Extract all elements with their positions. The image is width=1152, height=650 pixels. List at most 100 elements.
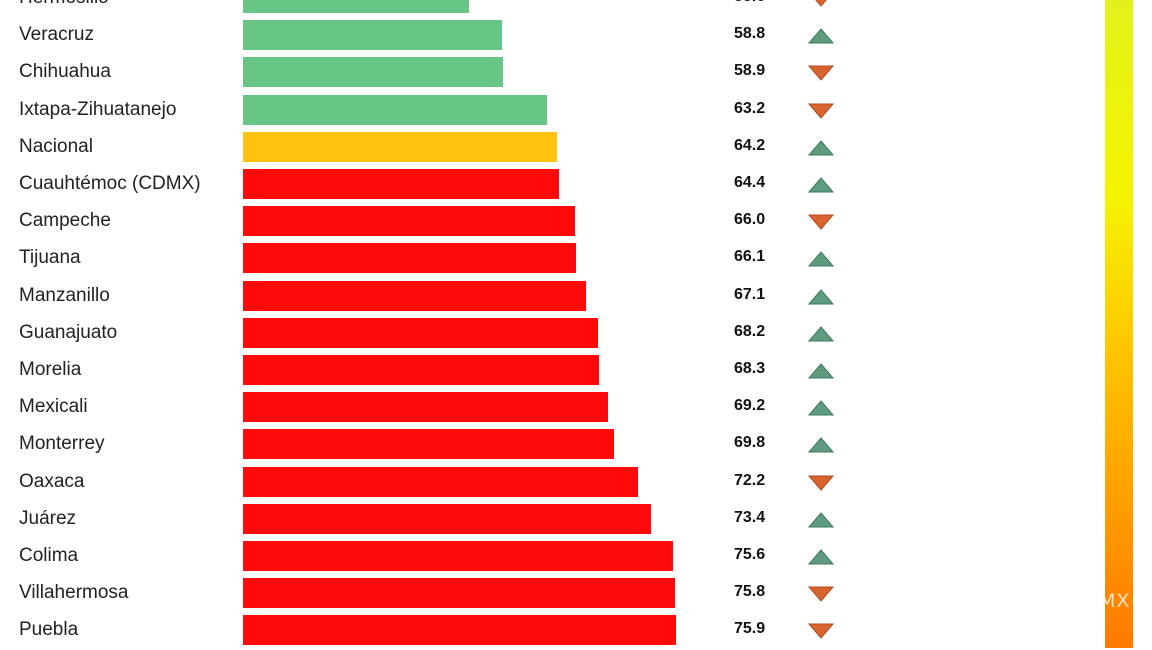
bar: [243, 20, 502, 51]
bar: [243, 578, 675, 609]
chart-row: Morelia 68.3: [0, 353, 880, 390]
trend-down-icon: [808, 623, 834, 640]
category-label: Chihuahua: [19, 61, 111, 83]
value-label: 75.9: [734, 620, 766, 638]
trend-down-icon: [808, 65, 834, 82]
trend-up-marker: [808, 437, 834, 453]
bar: [243, 615, 676, 646]
category-label: Tijuana: [19, 247, 81, 269]
value-label: 66.0: [734, 211, 766, 229]
trend-up-icon: [808, 512, 834, 528]
value-label: 72.2: [734, 471, 766, 489]
chart-row: Monterrey 69.8: [0, 427, 880, 464]
trend-up-icon: [808, 326, 834, 342]
chart-row: Manzanillo 67.1: [0, 279, 880, 316]
trend-up-icon: [808, 363, 834, 379]
category-label: Morelia: [19, 359, 82, 380]
trend-up-marker: [808, 177, 834, 193]
value-label: 66.1: [734, 248, 766, 266]
value-label: 69.8: [734, 434, 766, 452]
chart-row: Cuauhtémoc (CDMX) 64.4: [0, 167, 880, 204]
bar: [243, 57, 503, 88]
category-label: Guanajuato: [19, 321, 118, 343]
trend-up-marker: [808, 140, 834, 156]
category-label: Mexicali: [19, 396, 88, 418]
chart-row: Villahermosa 75.8: [0, 576, 880, 613]
trend-up-icon: [808, 177, 834, 193]
bar: [243, 429, 614, 460]
value-label: 68.3: [734, 360, 766, 377]
trend-down-marker: [815, 0, 827, 7]
bar: [243, 243, 577, 274]
trend-up-marker: [808, 288, 834, 305]
chart-row: Campeche 66.0: [0, 204, 880, 241]
trend-up-marker: [808, 251, 834, 267]
category-label: Hermosillo: [19, 0, 109, 9]
category-label: Colima: [19, 545, 79, 566]
value-label: 75.6: [734, 546, 766, 563]
category-label: Monterrey: [19, 433, 105, 455]
trend-down-marker: [808, 623, 834, 640]
trend-up-icon: [808, 251, 834, 267]
trend-up-icon: [808, 140, 834, 156]
category-label: Juárez: [19, 507, 77, 529]
chart-row: Veracruz 58.8: [0, 18, 880, 55]
value-label: 55.6: [734, 0, 765, 6]
value-label: 64.2: [734, 136, 766, 154]
chart-row: Chihuahua 58.9: [0, 55, 880, 92]
trend-up-icon: [808, 288, 834, 305]
category-label: Villahermosa: [19, 582, 129, 604]
chart-row: Juárez 73.4: [0, 502, 880, 539]
color-scale-bar: [1105, 0, 1133, 648]
category-label: Ixtapa-Zihuatanejo: [19, 98, 177, 120]
trend-down-icon: [808, 475, 834, 491]
trend-up-marker: [808, 28, 834, 44]
chart-row: Colima 75.6: [0, 539, 880, 576]
bar: [243, 392, 608, 423]
bar: [243, 466, 639, 497]
trend-up-marker: [808, 549, 834, 565]
value-label: 67.1: [734, 285, 766, 303]
chart-row: Guanajuato 68.2: [0, 316, 880, 353]
bar: [243, 355, 599, 385]
trend-up-marker: [808, 400, 834, 416]
trend-up-icon: [808, 437, 834, 453]
trend-up-marker: [808, 512, 834, 528]
category-label: Campeche: [19, 210, 111, 232]
bar: [243, 0, 470, 13]
category-label: Oaxaca: [19, 470, 85, 492]
bar: [243, 503, 651, 534]
value-label: 75.8: [734, 583, 766, 601]
trend-up-marker: [808, 363, 834, 379]
category-label: Puebla: [19, 619, 79, 641]
watermark-text: MX: [1099, 590, 1131, 612]
bar: [243, 94, 547, 125]
chart-row: Hermosillo 55.6: [0, 0, 880, 18]
bar: [243, 541, 673, 571]
trend-down-marker: [808, 475, 834, 491]
value-label: 58.8: [734, 25, 766, 43]
chart-row: Nacional 64.2: [0, 130, 880, 167]
trend-down-icon: [808, 214, 834, 230]
trend-down-marker: [808, 103, 834, 119]
trend-down-marker: [808, 586, 834, 602]
bar: [243, 317, 598, 348]
trend-up-icon: [808, 400, 834, 416]
bar: [243, 169, 559, 199]
trend-down-marker: [808, 65, 834, 82]
bar: [243, 131, 557, 162]
bar: [243, 280, 587, 311]
trend-up-icon: [808, 549, 834, 565]
category-label: Veracruz: [19, 24, 94, 46]
chart-row: Puebla 75.9: [0, 613, 880, 650]
chart-row: Mexicali 69.2: [0, 390, 880, 427]
category-label: Cuauhtémoc (CDMX): [19, 173, 201, 194]
category-label: Manzanillo: [19, 284, 110, 306]
value-label: 69.2: [734, 397, 766, 415]
trend-down-icon: [815, 0, 827, 7]
chart-row: Oaxaca 72.2: [0, 465, 880, 502]
category-label: Nacional: [19, 135, 93, 157]
chart-row: Tijuana 66.1: [0, 241, 880, 278]
trend-down-marker: [808, 214, 834, 230]
